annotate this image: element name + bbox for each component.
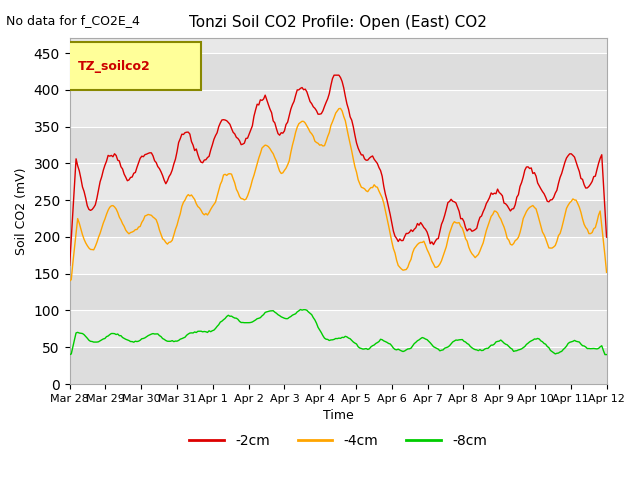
- Text: TZ_soilco2: TZ_soilco2: [77, 60, 150, 72]
- -4cm: [226, 171, 234, 177]
- Text: No data for f_CO2E_4: No data for f_CO2E_4: [6, 14, 140, 27]
- -2cm: [369, 153, 376, 159]
- -4cm: [369, 185, 376, 191]
- FancyBboxPatch shape: [61, 42, 201, 90]
- -2cm: [226, 121, 234, 127]
- Bar: [70, 200, 607, 237]
- -8cm: [506, 345, 514, 351]
- Y-axis label: Soil CO2 (mV): Soil CO2 (mV): [15, 168, 28, 255]
- -8cm: [296, 307, 304, 312]
- Bar: [70, 53, 607, 90]
- -8cm: [603, 352, 611, 358]
- -2cm: [184, 129, 192, 135]
- X-axis label: Time: Time: [323, 409, 353, 422]
- -2cm: [72, 156, 80, 162]
- -8cm: [66, 352, 74, 358]
- Title: Tonzi Soil CO2 Profile: Open (East) CO2: Tonzi Soil CO2 Profile: Open (East) CO2: [189, 15, 487, 30]
- Bar: [70, 347, 607, 384]
- -8cm: [369, 343, 376, 348]
- -2cm: [506, 208, 514, 214]
- -4cm: [603, 269, 611, 275]
- Legend: -2cm, -4cm, -8cm: -2cm, -4cm, -8cm: [184, 428, 492, 453]
- -4cm: [506, 241, 514, 247]
- -4cm: [513, 237, 521, 242]
- Line: -2cm: -2cm: [70, 75, 607, 265]
- -2cm: [603, 234, 611, 240]
- -2cm: [330, 72, 338, 78]
- -4cm: [337, 106, 344, 111]
- Bar: [70, 127, 607, 163]
- -4cm: [66, 278, 74, 284]
- -4cm: [184, 192, 192, 197]
- Line: -8cm: -8cm: [70, 310, 607, 355]
- Line: -4cm: -4cm: [70, 108, 607, 281]
- -2cm: [513, 194, 521, 200]
- -8cm: [72, 330, 80, 336]
- -8cm: [513, 348, 521, 354]
- -4cm: [72, 230, 80, 236]
- -2cm: [66, 263, 74, 268]
- Bar: [70, 274, 607, 311]
- -8cm: [226, 313, 234, 319]
- -8cm: [184, 331, 192, 337]
